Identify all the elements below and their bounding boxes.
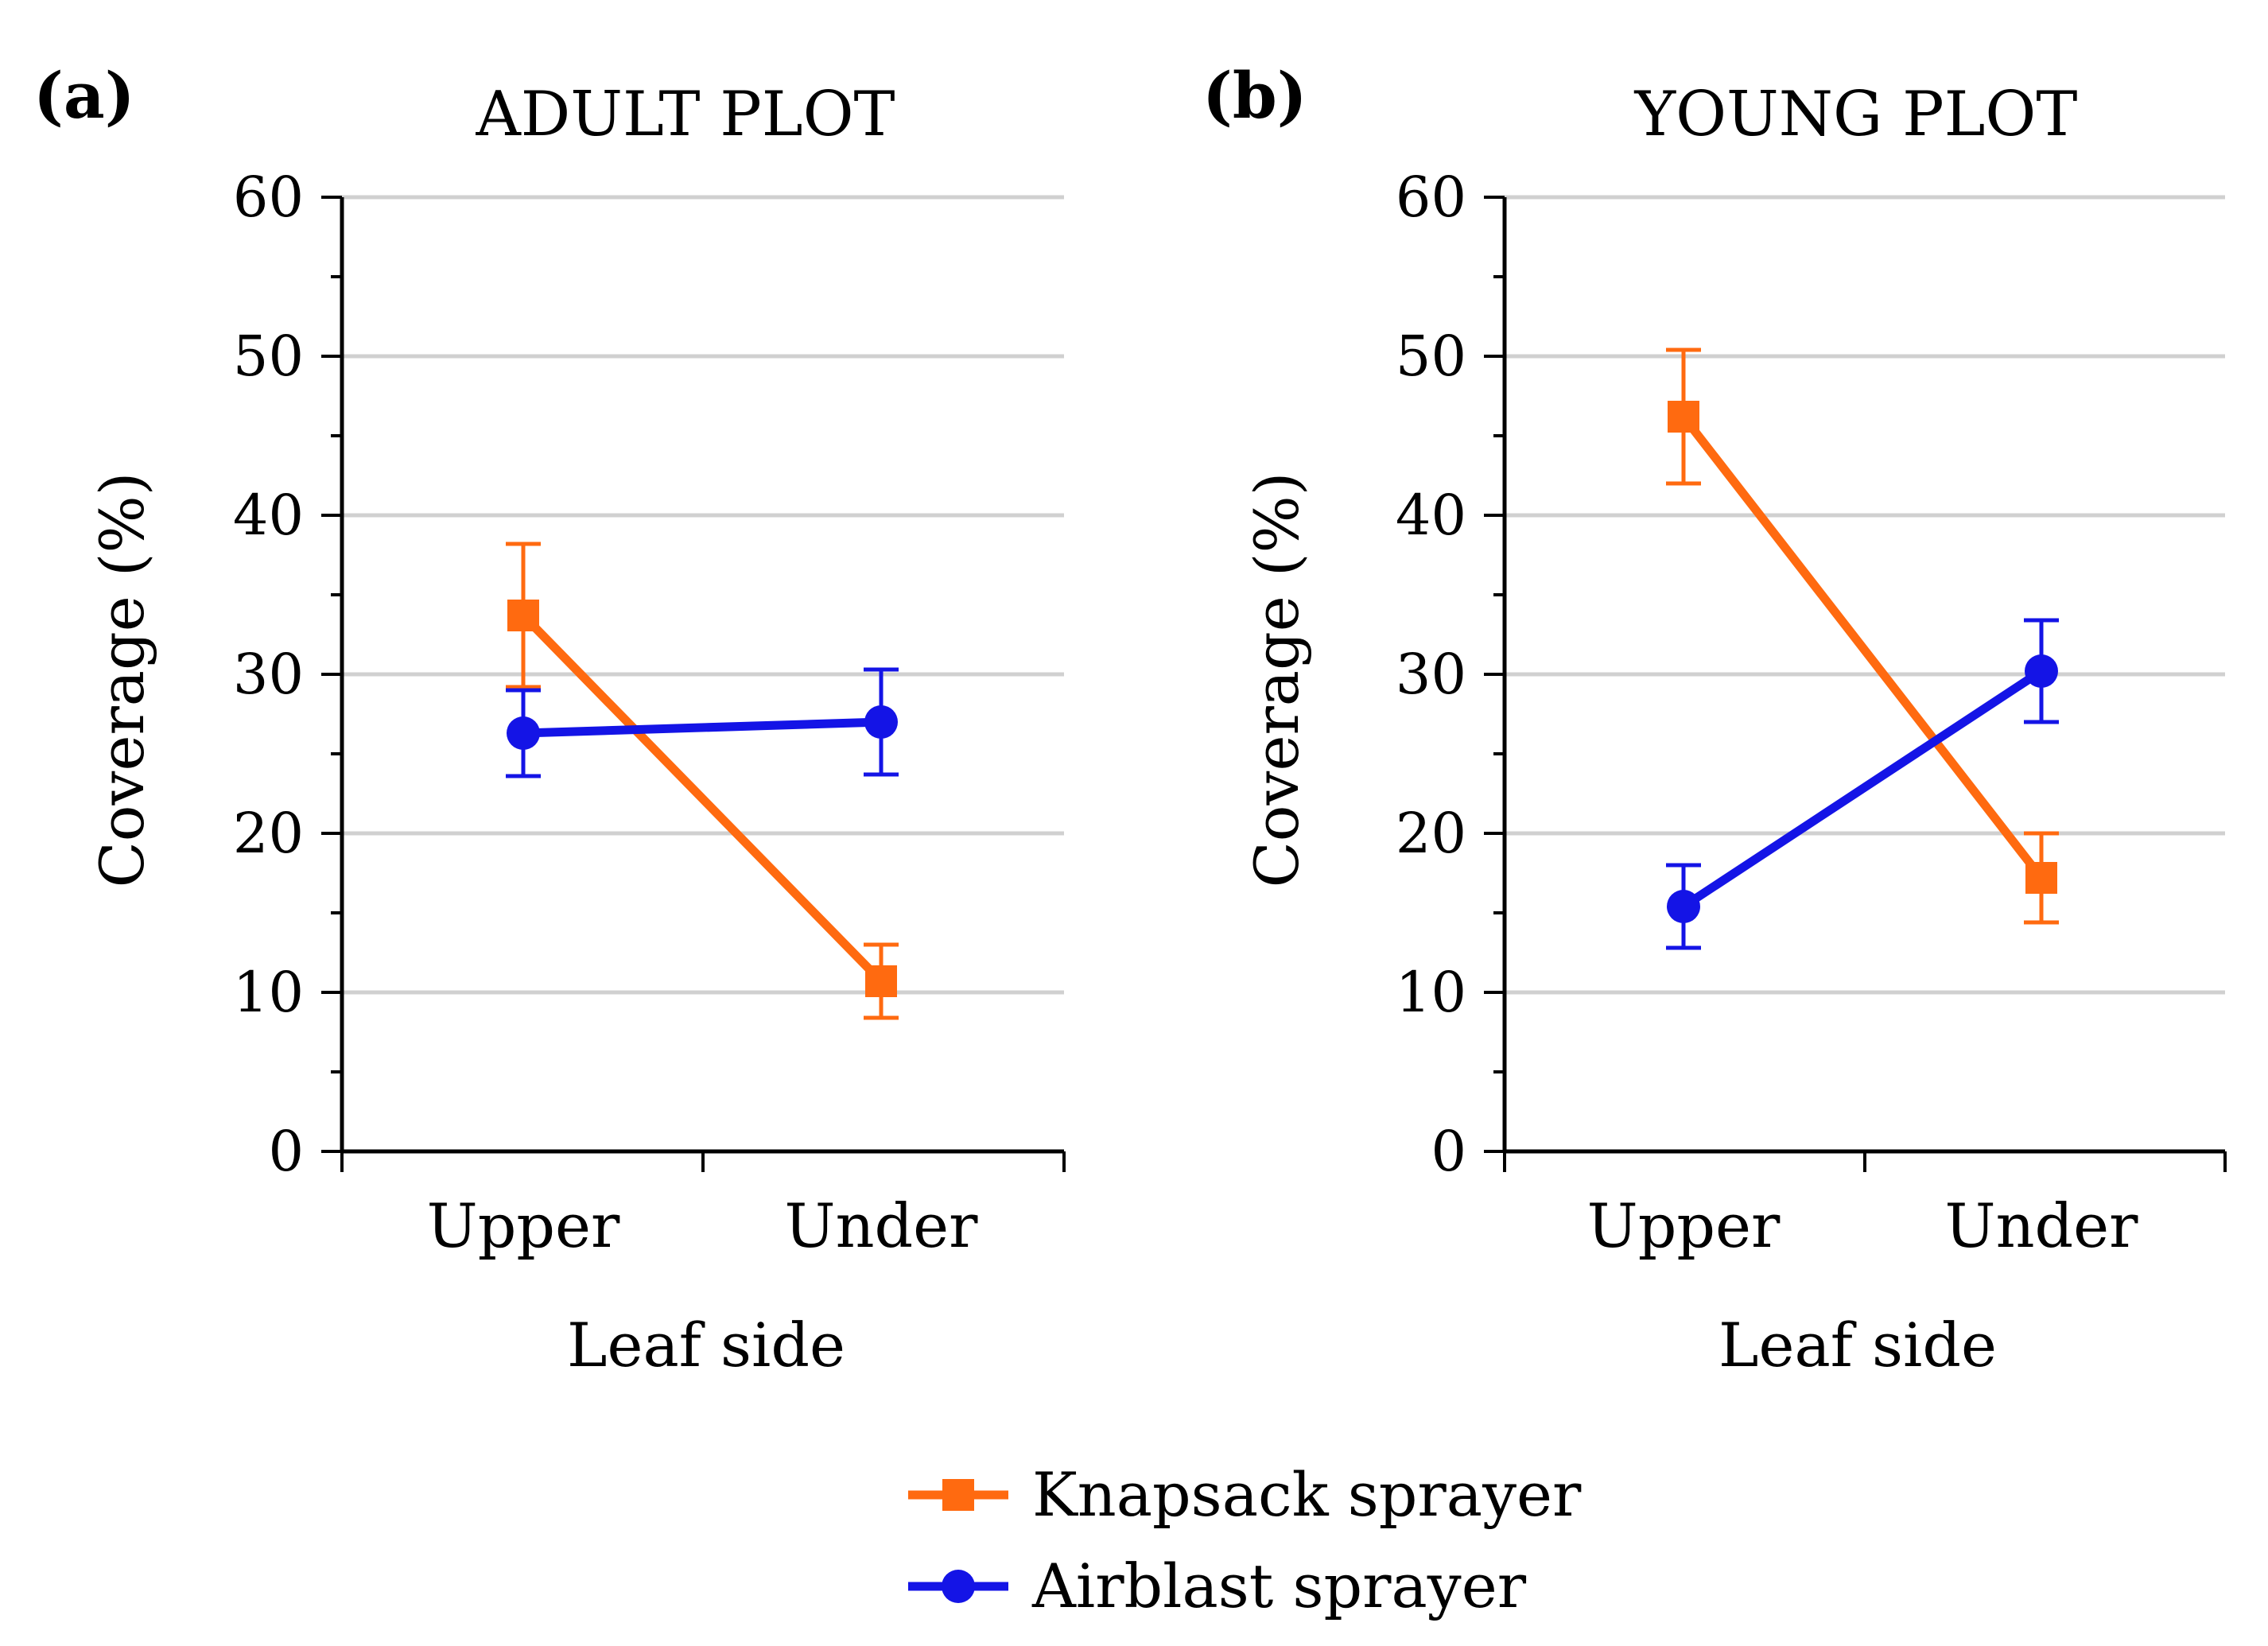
y-tick-label: 10 — [233, 960, 304, 1025]
legend-item-airblast: Airblast sprayer — [908, 1551, 1527, 1621]
data-point-circle — [2025, 654, 2058, 688]
y-tick-label: 40 — [1396, 483, 1466, 548]
y-tick-label: 50 — [1396, 324, 1466, 389]
axes — [1484, 196, 2227, 1172]
x-axis-title: Leaf side — [567, 1310, 845, 1380]
series-line — [1680, 667, 2045, 910]
x-axis-title: Leaf side — [1718, 1310, 1997, 1380]
y-tick-label: 20 — [1396, 801, 1466, 866]
legend-label-knapsack: Knapsack sprayer — [1032, 1459, 1582, 1530]
category-label: Upper — [1587, 1190, 1781, 1261]
axes — [321, 196, 1066, 1172]
panel-label: (b) — [1202, 58, 1307, 133]
y-tick-label: 60 — [233, 165, 304, 230]
y-tick-label: 10 — [1396, 960, 1466, 1025]
category-label: Under — [1945, 1190, 2139, 1261]
gridlines — [1505, 195, 2225, 995]
data-point-circle — [1667, 890, 1700, 923]
y-tick-label: 30 — [233, 642, 304, 707]
series-line — [522, 717, 882, 738]
data-point-circle — [507, 716, 540, 750]
data-series — [506, 542, 899, 1020]
legend-square-marker — [942, 1479, 974, 1511]
data-series — [1666, 347, 2059, 950]
series-knapsack-sprayer — [1666, 347, 2059, 925]
y-axis-title: Coverage (%) — [1241, 472, 1312, 888]
data-point-square — [865, 965, 897, 997]
gridlines — [342, 195, 1064, 995]
y-tick-label: 50 — [233, 324, 304, 389]
x-tick-labels: Upper Under — [427, 1190, 978, 1261]
series-knapsack-sprayer — [506, 542, 899, 1020]
y-axis-title: Coverage (%) — [87, 472, 157, 888]
data-point-circle — [864, 705, 898, 739]
y-tick-labels: 0 10 20 30 40 50 60 — [1396, 165, 1466, 1184]
series-airblast-sprayer — [506, 667, 899, 778]
y-tick-labels: 0 10 20 30 40 50 60 — [233, 165, 304, 1184]
y-tick-label: 0 — [1431, 1119, 1466, 1184]
x-tick-labels: Upper Under — [1587, 1190, 2138, 1261]
y-tick-label: 40 — [233, 483, 304, 548]
chart-title: YOUNG PLOT — [1634, 79, 2078, 150]
data-point-square — [2025, 862, 2057, 894]
legend-item-knapsack: Knapsack sprayer — [908, 1459, 1582, 1530]
category-label: Under — [785, 1190, 979, 1261]
y-tick-label: 20 — [233, 801, 304, 866]
data-point-square — [507, 600, 539, 631]
category-label: Upper — [427, 1190, 620, 1261]
legend-circle-marker — [942, 1570, 975, 1603]
y-tick-label: 60 — [1396, 165, 1466, 230]
y-tick-label: 30 — [1396, 642, 1466, 707]
chart-title: ADULT PLOT — [475, 79, 895, 150]
series-line — [520, 612, 884, 984]
series-line — [1680, 413, 2045, 881]
legend: Knapsack sprayer Airblast sprayer — [908, 1459, 1582, 1621]
legend-label-airblast: Airblast sprayer — [1031, 1551, 1527, 1621]
panel-label: (a) — [33, 58, 135, 133]
series-airblast-sprayer — [1666, 618, 2059, 950]
data-point-square — [1668, 401, 1699, 433]
y-tick-label: 0 — [268, 1119, 304, 1184]
